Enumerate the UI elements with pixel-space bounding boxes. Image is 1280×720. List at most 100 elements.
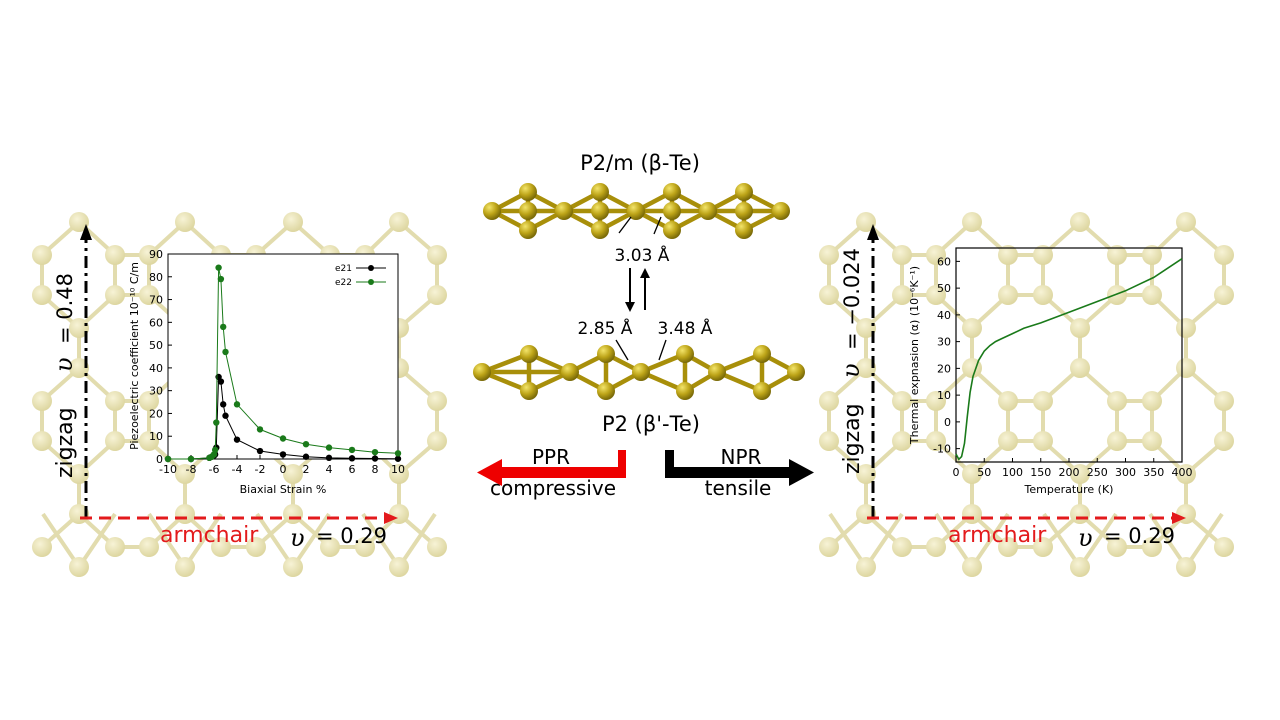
lattice-atom: [856, 212, 876, 232]
x-tick-label: 200: [1059, 466, 1080, 479]
x-tick-label: 2: [303, 463, 310, 476]
x-tick-label: 300: [1115, 466, 1136, 479]
x-tick-label: 350: [1143, 466, 1164, 479]
npr-arrow-body: [665, 450, 790, 478]
lattice-atom: [892, 537, 912, 557]
lattice-atom: [892, 285, 912, 305]
te-atom: [663, 183, 681, 201]
lattice-atom: [355, 537, 375, 557]
x-tick-label: 10: [391, 463, 405, 476]
data-point-e21: [279, 451, 287, 458]
data-point-e22: [256, 426, 264, 433]
ppr-sub-label: compressive: [490, 476, 616, 500]
npr-arrowhead-icon: [789, 459, 814, 486]
lattice-atom: [1033, 245, 1053, 265]
lattice-atom: [427, 245, 447, 265]
x-tick-label: -2: [255, 463, 266, 476]
lattice-atom: [246, 537, 266, 557]
lattice-atom: [1176, 557, 1196, 577]
te-atom: [555, 202, 573, 220]
lattice-atom: [819, 537, 839, 557]
data-point-e22: [302, 440, 310, 448]
y-tick-label: 30: [149, 385, 163, 398]
data-point-e21: [371, 455, 379, 462]
lattice-atom: [1070, 318, 1090, 338]
x-tick-label: 0: [280, 463, 287, 476]
lattice-atom: [1214, 245, 1234, 265]
lattice-atom: [211, 537, 231, 557]
ppr-label: PPR: [532, 445, 570, 469]
te-atom: [597, 382, 615, 400]
lattice-atom: [389, 557, 409, 577]
down-arrowhead-icon: [625, 302, 635, 312]
lattice-atom: [32, 537, 52, 557]
lattice-atom: [856, 557, 876, 577]
lattice-atom: [962, 504, 982, 524]
lattice-bond: [397, 512, 437, 569]
data-point-e21: [348, 455, 356, 462]
lattice-bond: [291, 512, 331, 569]
data-point-e22: [213, 419, 220, 426]
lattice-atom: [1107, 431, 1127, 451]
lattice-atom: [175, 504, 195, 524]
lattice-atom: [1142, 285, 1162, 305]
lattice-atom: [1214, 391, 1234, 411]
te-atom: [483, 202, 501, 220]
lattice-atom: [1070, 557, 1090, 577]
data-point-e21: [325, 454, 333, 462]
te-atom: [520, 345, 538, 363]
lattice-atom: [962, 318, 982, 338]
x-tick-label: 50: [977, 466, 991, 479]
lattice-atom: [892, 391, 912, 411]
lattice-atom: [139, 431, 159, 451]
nu-armchair-value: = 0.29: [1104, 524, 1175, 548]
lattice-atom: [32, 391, 52, 411]
te-atom: [591, 183, 609, 201]
lattice-atom: [427, 537, 447, 557]
data-point-e22: [233, 401, 241, 408]
zigzag-arrowhead-icon: [867, 224, 879, 240]
te-atom: [708, 363, 726, 381]
lattice-atom: [856, 358, 876, 378]
lattice-atom: [998, 391, 1018, 411]
data-point-e22: [220, 323, 227, 331]
ppr-arrow-group: PPR compressive: [477, 445, 626, 500]
beta-te-structure: [483, 183, 790, 239]
y-tick-label: 30: [937, 336, 951, 349]
te-atom: [561, 363, 579, 381]
npr-sub-label: tensile: [705, 476, 772, 500]
y-tick-label: 50: [937, 282, 951, 295]
lattice-atom: [69, 464, 89, 484]
lattice-atom: [998, 431, 1018, 451]
legend-marker-e22: [368, 279, 374, 285]
up-arrowhead-icon: [640, 268, 650, 278]
lattice-bond: [1184, 512, 1224, 569]
bond-indicator-line: [615, 339, 629, 361]
lattice-atom: [427, 391, 447, 411]
lattice-atom: [175, 212, 195, 232]
te-atom: [753, 382, 771, 400]
data-point-e22: [325, 444, 333, 451]
lattice-atom: [1033, 391, 1053, 411]
armchair-label: armchair: [160, 523, 259, 548]
data-point-e22: [211, 446, 219, 454]
lattice-atom: [1142, 391, 1162, 411]
te-atom: [663, 221, 681, 239]
top-structure-title: P2/m (β-Te): [580, 151, 700, 175]
y-tick-label: 20: [937, 362, 951, 375]
lattice-atom: [1107, 285, 1127, 305]
lattice-bond: [828, 512, 868, 569]
data-point-e22: [348, 446, 356, 454]
bond-length-left: 2.85 Å: [578, 317, 633, 339]
y-tick-label: -10: [933, 443, 951, 456]
right-strain-panel: armchair υ = 0.29 zigzag υ = −0.024: [837, 224, 1186, 552]
lattice-atom: [1033, 285, 1053, 305]
lattice-atom: [1176, 358, 1196, 378]
lattice-atom: [856, 464, 876, 484]
lattice-atom: [105, 431, 125, 451]
lattice-atom: [105, 537, 125, 557]
lattice-atom: [1176, 464, 1196, 484]
lattice-atom: [1214, 537, 1234, 557]
lattice-atom: [892, 431, 912, 451]
